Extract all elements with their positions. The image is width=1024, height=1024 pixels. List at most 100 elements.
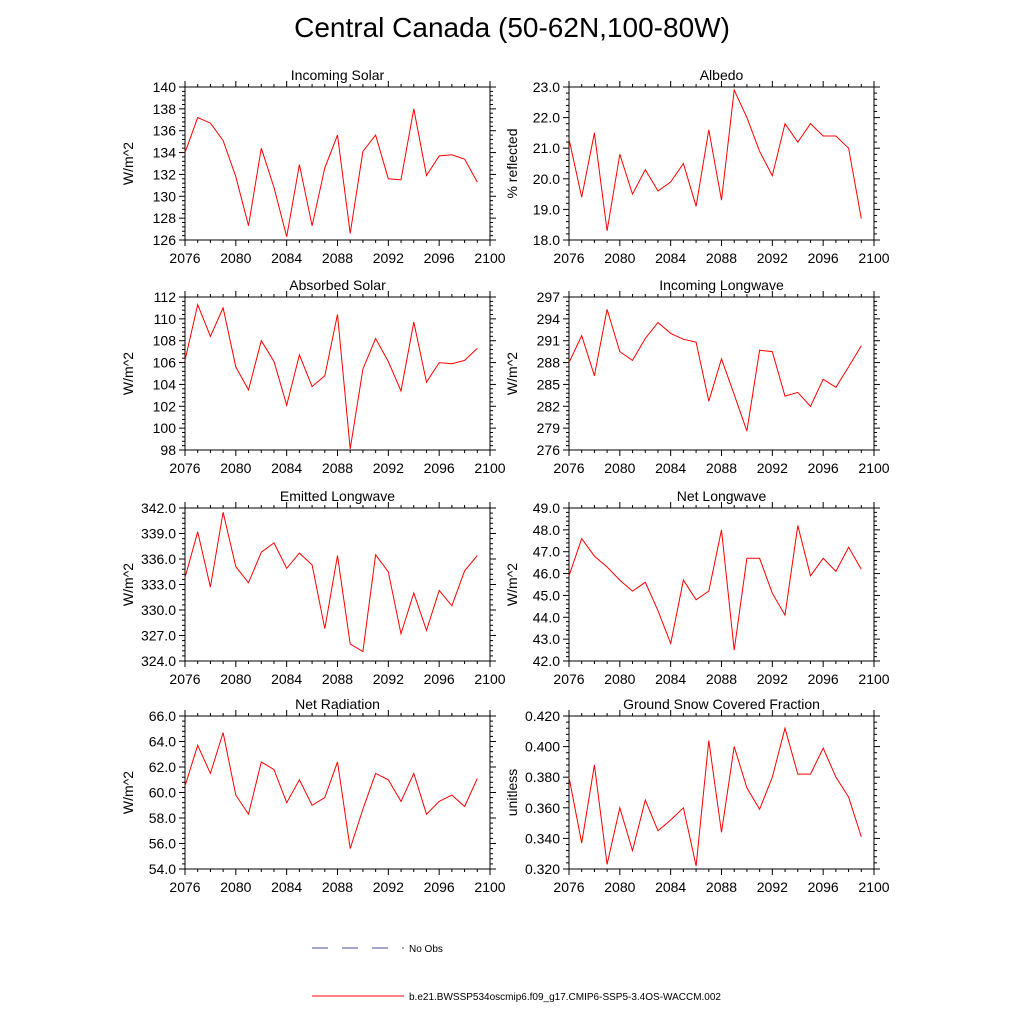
- y-tick-label: 336.0: [141, 551, 176, 567]
- y-tick-label: 288: [537, 355, 561, 371]
- y-axis-label: unitless: [504, 769, 520, 816]
- x-tick-label: 2092: [757, 671, 788, 687]
- x-tick-label: 2100: [858, 879, 889, 895]
- plot-frame: [184, 507, 491, 662]
- y-tick-label: 0.400: [525, 739, 560, 755]
- x-tick-label: 2096: [808, 879, 839, 895]
- x-tick-label: 2076: [553, 879, 584, 895]
- y-tick-label: 21.0: [533, 140, 560, 156]
- series-line: [568, 726, 862, 867]
- series-line: [184, 108, 478, 237]
- panel-title: Ground Snow Covered Fraction: [623, 696, 820, 712]
- y-axis-label: W/m^2: [120, 771, 136, 814]
- x-tick-label: 2096: [808, 671, 839, 687]
- x-tick-label: 2092: [373, 879, 404, 895]
- plot-grid: Incoming Solar W/m^2 126 128 130 132 134 136 138…: [120, 67, 890, 895]
- y-tick-label: 42.0: [533, 653, 560, 669]
- y-tick-label: 0.340: [525, 830, 560, 846]
- y-tick-label: 56.0: [149, 836, 176, 852]
- x-tick-label: 2080: [220, 879, 251, 895]
- y-tick-label: 48.0: [533, 522, 560, 538]
- y-tick-label: 128: [153, 210, 177, 226]
- panel-title: Absorbed Solar: [289, 277, 386, 293]
- y-tick-label: 342.0: [141, 500, 176, 516]
- y-tick-label: 19.0: [533, 201, 560, 217]
- x-tick-label: 2076: [553, 250, 584, 266]
- x-tick-label: 2096: [808, 250, 839, 266]
- x-tick-label: 2092: [373, 460, 404, 476]
- y-tick-label: 66.0: [149, 708, 176, 724]
- y-tick-label: 106: [153, 355, 177, 371]
- y-tick-label: 100: [153, 420, 177, 436]
- y-tick-label: 22.0: [533, 110, 560, 126]
- y-tick-label: 297: [537, 289, 561, 305]
- legend-model-label: b.e21.BWSSP534oscmip6.f09_g17.CMIP6-SSP5…: [409, 992, 721, 1003]
- x-tick-label: 2096: [424, 671, 455, 687]
- legend-obs-label: No Obs: [409, 944, 443, 955]
- x-tick-label: 2096: [424, 460, 455, 476]
- y-tick-label: 282: [537, 398, 561, 414]
- plot-frame: [568, 296, 875, 451]
- x-tick-label: 2088: [706, 671, 737, 687]
- x-tick-label: 2080: [604, 879, 635, 895]
- x-tick-label: 2084: [271, 671, 302, 687]
- x-tick-label: 2076: [169, 250, 200, 266]
- plot-frame: [568, 86, 875, 241]
- plot-frame: [184, 715, 491, 870]
- x-tick-label: 2084: [271, 250, 302, 266]
- y-axis-label: W/m^2: [120, 142, 136, 185]
- y-tick-label: 285: [537, 376, 561, 392]
- y-tick-label: 47.0: [533, 544, 560, 560]
- y-tick-label: 330.0: [141, 602, 176, 618]
- x-tick-label: 2100: [858, 460, 889, 476]
- y-tick-label: 20.0: [533, 171, 560, 187]
- x-tick-label: 2096: [808, 460, 839, 476]
- y-tick-label: 138: [153, 101, 177, 117]
- panel-title: Emitted Longwave: [280, 488, 395, 504]
- x-tick-label: 2084: [655, 879, 686, 895]
- series-line: [184, 303, 478, 449]
- x-tick-label: 2080: [604, 460, 635, 476]
- y-tick-label: 333.0: [141, 577, 176, 593]
- legend: No Obs b.e21.BWSSP534oscmip6.f09_g17.CMI…: [312, 944, 721, 1003]
- y-tick-label: 102: [153, 398, 177, 414]
- x-tick-label: 2092: [373, 250, 404, 266]
- y-tick-label: 0.320: [525, 861, 560, 877]
- x-tick-label: 2100: [858, 671, 889, 687]
- x-tick-label: 2100: [474, 460, 505, 476]
- panel-7: Ground Snow Covered Fraction unitless 0.32…: [504, 696, 890, 895]
- y-tick-label: 45.0: [533, 587, 560, 603]
- y-tick-label: 279: [537, 420, 561, 436]
- x-tick-label: 2076: [169, 879, 200, 895]
- x-tick-label: 2076: [553, 460, 584, 476]
- y-axis-label: % reflected: [504, 128, 520, 198]
- y-tick-label: 64.0: [149, 734, 176, 750]
- x-tick-label: 2080: [220, 460, 251, 476]
- y-tick-label: 276: [537, 442, 561, 458]
- y-axis-label: W/m^2: [120, 563, 136, 606]
- panel-title: Albedo: [700, 67, 744, 83]
- y-tick-label: 110: [154, 311, 177, 327]
- y-tick-label: 136: [153, 123, 177, 139]
- y-tick-label: 339.0: [141, 526, 176, 542]
- x-tick-label: 2096: [424, 879, 455, 895]
- series-line: [184, 732, 478, 849]
- y-tick-label: 43.0: [533, 631, 560, 647]
- x-tick-label: 2080: [604, 250, 635, 266]
- y-tick-label: 140: [153, 79, 177, 95]
- y-tick-label: 291: [537, 333, 561, 349]
- x-tick-label: 2092: [757, 879, 788, 895]
- y-tick-label: 23.0: [533, 79, 560, 95]
- x-tick-label: 2100: [858, 250, 889, 266]
- x-tick-label: 2088: [706, 879, 737, 895]
- y-tick-label: 294: [537, 311, 561, 327]
- panel-2: Absorbed Solar W/m^2 98 100 102 104 106 108 110 1…: [120, 277, 506, 476]
- x-tick-label: 2088: [706, 460, 737, 476]
- y-axis-label: W/m^2: [504, 563, 520, 606]
- x-tick-label: 2100: [474, 671, 505, 687]
- y-tick-label: 46.0: [533, 566, 560, 582]
- x-tick-label: 2092: [757, 460, 788, 476]
- plot-frame: [568, 715, 875, 870]
- y-tick-label: 132: [153, 166, 177, 182]
